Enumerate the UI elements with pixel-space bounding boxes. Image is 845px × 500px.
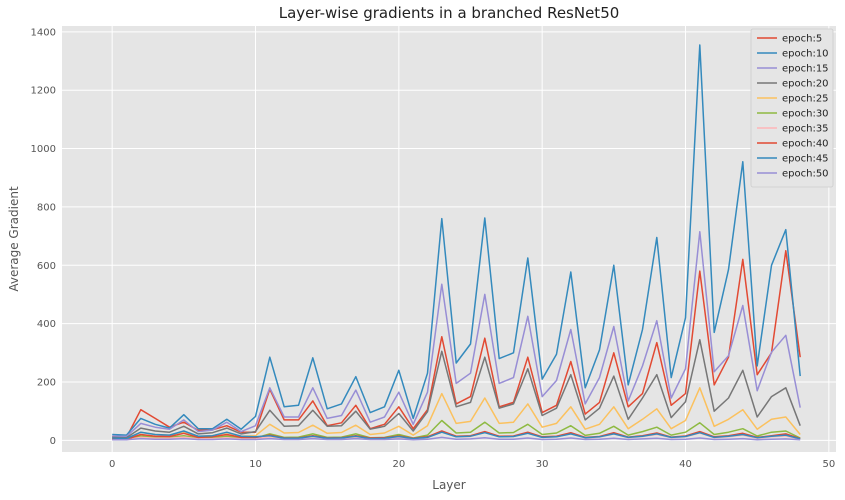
x-tick-label: 50 [822,459,835,470]
x-tick-label: 20 [392,459,405,470]
x-tick-label: 0 [109,459,115,470]
legend-entry: epoch:10 [782,49,829,60]
y-tick-label: 1400 [31,27,56,38]
legend-entry: epoch:30 [782,109,829,120]
y-tick-label: 600 [37,261,56,272]
legend-entry: epoch:45 [782,154,829,165]
legend-entry: epoch:35 [782,124,829,135]
x-tick-label: 40 [679,459,692,470]
legend: epoch:5 epoch:10 epoch:15 epoch:20 epoch:25 e… [750,28,834,188]
y-tick-label: 400 [37,319,56,330]
series-line [112,419,801,441]
legend-entry: epoch:50 [782,169,829,180]
x-axis-label: Layer [432,478,466,492]
series-line [112,436,801,441]
y-tick-label: 1200 [31,86,56,97]
x-tick-label: 30 [536,459,549,470]
series-lines [112,44,801,441]
y-tick-label: 1000 [31,144,56,155]
series-line [112,44,801,436]
series-line [112,338,801,439]
y-axis-label: Average Gradient [7,186,21,292]
tick-labels: 0 10 20 30 40 50 0 200 400 600 800 1000 1200 1400 [31,27,836,470]
x-tick-label: 10 [249,459,262,470]
series-line [112,430,801,440]
legend-entry: epoch:20 [782,79,829,90]
y-tick-label: 0 [50,436,56,447]
y-tick-label: 800 [37,202,56,213]
chart-title: Layer-wise gradients in a branched ResNe… [279,4,620,22]
legend-entry: epoch:40 [782,139,829,150]
legend-entry: epoch:5 [782,34,822,45]
series-line [112,230,801,438]
legend-entry: epoch:15 [782,64,829,75]
y-tick-label: 200 [37,377,56,388]
legend-entry: epoch:25 [782,94,829,105]
grid [62,26,836,452]
